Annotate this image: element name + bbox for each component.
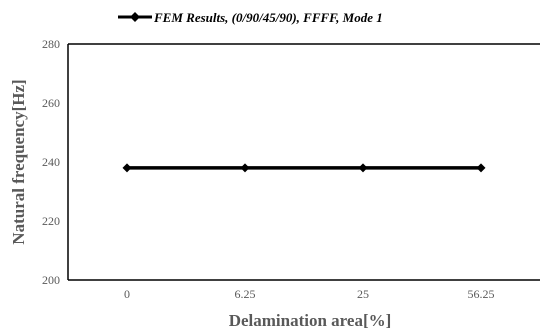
y-axis-title: Natural frequency[Hz] — [9, 79, 28, 244]
x-tick-label: 0 — [124, 287, 130, 301]
series-fem-results — [122, 163, 486, 173]
y-tick-label: 240 — [42, 155, 60, 169]
data-point-marker — [240, 163, 250, 173]
y-tick-label: 220 — [42, 214, 60, 228]
x-tick-label: 6.25 — [235, 287, 256, 301]
x-tick-label: 25 — [357, 287, 369, 301]
legend-diamond-marker — [130, 12, 140, 22]
legend-label: FEM Results, (0/90/45/90), FFFF, Mode 1 — [153, 10, 383, 25]
y-tick-label: 260 — [42, 96, 60, 110]
data-point-marker — [122, 163, 132, 173]
data-point-marker — [358, 163, 368, 173]
x-tick-label: 56.25 — [468, 287, 495, 301]
y-tick-labels: 200 220 240 260 280 — [42, 37, 60, 287]
data-point-marker — [476, 163, 486, 173]
y-tick-label: 200 — [42, 273, 60, 287]
legend: FEM Results, (0/90/45/90), FFFF, Mode 1 — [118, 10, 383, 25]
x-axis-title: Delamination area[%] — [229, 311, 392, 330]
y-tick-label: 280 — [42, 37, 60, 51]
plot-area — [67, 43, 540, 281]
x-tick-labels: 0 6.25 25 56.25 — [124, 287, 495, 301]
